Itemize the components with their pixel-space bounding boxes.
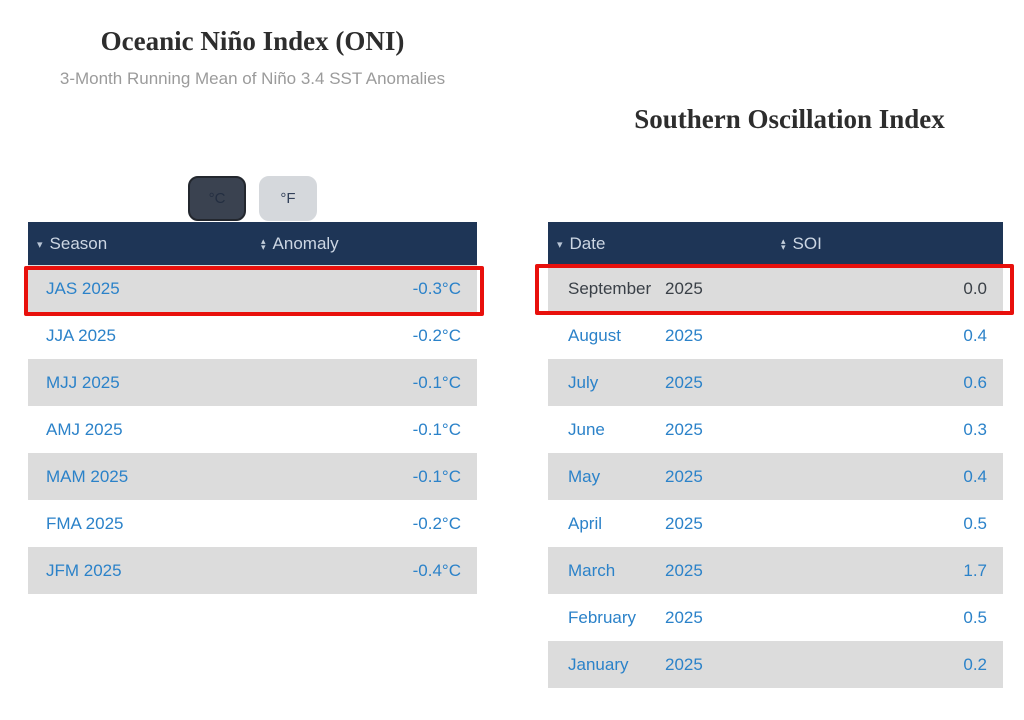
soi-value: 0.2 xyxy=(963,654,987,674)
date-column-label: Date xyxy=(569,233,606,253)
month-link[interactable]: July xyxy=(568,372,599,392)
anomaly-column-header[interactable]: ▴ ▾ Anomaly xyxy=(261,234,339,254)
season-link[interactable]: MJJ 2025 xyxy=(46,372,120,392)
table-row[interactable]: MJJ 2025 -0.1°C xyxy=(28,359,477,406)
table-row[interactable]: September 2025 0.0 xyxy=(548,265,1003,312)
anomaly-value: -0.1°C xyxy=(412,466,461,486)
table-row[interactable]: August 2025 0.4 xyxy=(548,312,1003,359)
table-row[interactable]: February 2025 0.5 xyxy=(548,594,1003,641)
year-label[interactable]: 2025 xyxy=(665,607,703,627)
soi-column-label: SOI xyxy=(792,233,822,253)
soi-title: Southern Oscillation Index xyxy=(634,104,945,134)
soi-value: 0.4 xyxy=(963,325,987,345)
year-label[interactable]: 2025 xyxy=(665,654,703,674)
year-label[interactable]: 2025 xyxy=(665,466,703,486)
month-link[interactable]: March xyxy=(568,560,616,580)
table-row[interactable]: June 2025 0.3 xyxy=(548,406,1003,453)
oni-section: Oceanic Niño Index (ONI) 3-Month Running… xyxy=(24,0,484,720)
soi-section: Southern Oscillation Index ▾ Date ▴ ▾ SO… xyxy=(535,0,1014,720)
season-column-header[interactable]: ▾ Season xyxy=(28,234,107,254)
anomaly-value: -0.1°C xyxy=(412,419,461,439)
year-label[interactable]: 2025 xyxy=(665,560,703,580)
sort-desc-icon: ▾ xyxy=(37,239,43,251)
oni-table: ▾ Season ▴ ▾ Anomaly JAS 2025 -0.3°C JJA… xyxy=(28,222,477,594)
soi-value: 0.5 xyxy=(963,607,987,627)
sort-both-icon: ▴ ▾ xyxy=(781,235,786,252)
year-label[interactable]: 2025 xyxy=(665,325,703,345)
year-label[interactable]: 2025 xyxy=(665,513,703,533)
soi-table: ▾ Date ▴ ▾ SOI September 2025 0.0 August… xyxy=(548,222,1003,688)
table-row[interactable]: JJA 2025 -0.2°C xyxy=(28,312,477,359)
table-row[interactable]: July 2025 0.6 xyxy=(548,359,1003,406)
table-row[interactable]: AMJ 2025 -0.1°C xyxy=(28,406,477,453)
unit-toggle: °C °F xyxy=(28,176,477,221)
anomaly-value: -0.4°C xyxy=(412,560,461,580)
table-row[interactable]: March 2025 1.7 xyxy=(548,547,1003,594)
sort-both-icon: ▴ ▾ xyxy=(261,235,266,252)
table-row[interactable]: JFM 2025 -0.4°C xyxy=(28,547,477,594)
month-link[interactable]: June xyxy=(568,419,605,439)
season-link[interactable]: JAS 2025 xyxy=(46,278,120,298)
month-link[interactable]: January xyxy=(568,654,629,674)
month-link[interactable]: February xyxy=(568,607,637,627)
sort-desc-icon: ▾ xyxy=(557,239,563,251)
anomaly-value: -0.3°C xyxy=(412,278,461,298)
table-row[interactable]: May 2025 0.4 xyxy=(548,453,1003,500)
oni-subtitle: 3-Month Running Mean of Niño 3.4 SST Ano… xyxy=(59,69,446,88)
anomaly-value: -0.1°C xyxy=(412,372,461,392)
date-column-header[interactable]: ▾ Date xyxy=(548,234,605,254)
table-row[interactable]: January 2025 0.2 xyxy=(548,641,1003,688)
anomaly-column-label: Anomaly xyxy=(272,233,339,253)
oni-title: Oceanic Niño Index (ONI) xyxy=(100,26,405,56)
soi-value: 1.7 xyxy=(963,560,987,580)
month-link[interactable]: April xyxy=(568,513,603,533)
celsius-button[interactable]: °C xyxy=(188,176,246,221)
season-link[interactable]: JJA 2025 xyxy=(46,325,116,345)
table-row[interactable]: JAS 2025 -0.3°C xyxy=(28,265,477,312)
season-link[interactable]: AMJ 2025 xyxy=(46,419,123,439)
year-label[interactable]: 2025 xyxy=(665,419,703,439)
soi-value: 0.3 xyxy=(963,419,987,439)
table-row[interactable]: MAM 2025 -0.1°C xyxy=(28,453,477,500)
year-label[interactable]: 2025 xyxy=(665,372,703,392)
sort-up-glyph: ▴ xyxy=(781,235,786,246)
anomaly-value: -0.2°C xyxy=(412,513,461,533)
season-link[interactable]: JFM 2025 xyxy=(46,560,122,580)
sort-up-glyph: ▴ xyxy=(261,235,266,246)
soi-value: 0.5 xyxy=(963,513,987,533)
fahrenheit-button[interactable]: °F xyxy=(259,176,317,221)
season-link[interactable]: FMA 2025 xyxy=(46,513,124,533)
month-link[interactable]: May xyxy=(568,466,601,486)
sort-down-glyph: ▾ xyxy=(781,241,786,252)
table-row[interactable]: FMA 2025 -0.2°C xyxy=(28,500,477,547)
season-column-label: Season xyxy=(49,233,108,253)
soi-table-header: ▾ Date ▴ ▾ SOI xyxy=(548,222,1003,265)
soi-value: 0.4 xyxy=(963,466,987,486)
month-label: September xyxy=(568,278,652,298)
year-label: 2025 xyxy=(665,278,703,298)
sort-down-glyph: ▾ xyxy=(261,241,266,252)
soi-column-header[interactable]: ▴ ▾ SOI xyxy=(781,234,822,254)
oni-table-header: ▾ Season ▴ ▾ Anomaly xyxy=(28,222,477,265)
soi-value: 0.0 xyxy=(963,278,987,298)
table-row[interactable]: April 2025 0.5 xyxy=(548,500,1003,547)
month-link[interactable]: August xyxy=(568,325,621,345)
anomaly-value: -0.2°C xyxy=(412,325,461,345)
season-link[interactable]: MAM 2025 xyxy=(46,466,129,486)
soi-value: 0.6 xyxy=(963,372,987,392)
